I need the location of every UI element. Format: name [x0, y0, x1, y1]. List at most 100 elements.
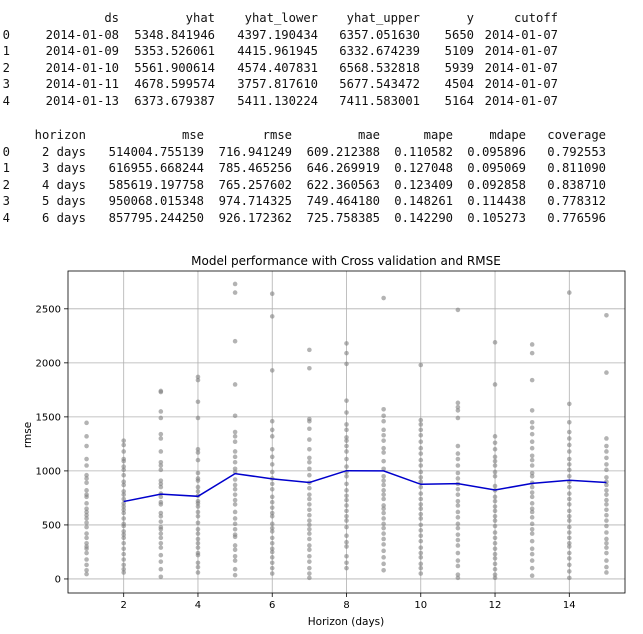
rmse-point — [232, 502, 238, 507]
rmse-point — [381, 516, 386, 521]
table-cell: 0 — [2, 27, 10, 42]
rmse-point — [232, 543, 238, 548]
rmse-point — [195, 513, 201, 519]
rmse-point — [529, 439, 535, 445]
table-cell: 2014-01-13 — [45, 93, 119, 108]
rmse-point — [418, 511, 424, 517]
metrics-table-body: 0 2 days 514004.755139 716.941249 609.212388… — [0, 144, 606, 227]
rmse-point — [381, 555, 386, 560]
rmse-point — [529, 506, 535, 512]
rmse-point — [121, 562, 126, 568]
rmse-point — [121, 472, 126, 478]
rmse-point — [567, 467, 572, 473]
table-cell: 0.838710 — [547, 177, 606, 192]
table-cell: 609.212388 — [306, 144, 380, 159]
rmse-point — [604, 436, 609, 441]
table1-column-header: yhat — [185, 11, 215, 25]
table-row: 2 4 days 585619.197758 765.257602 622.360563… — [0, 177, 606, 194]
rmse-point — [344, 464, 349, 469]
rmse-point — [381, 438, 386, 443]
rmse-point — [158, 526, 164, 532]
rmse-point — [344, 449, 349, 454]
rmse-point — [195, 501, 201, 506]
rmse-point — [381, 407, 386, 412]
table-cell: 2014-01-09 — [45, 44, 119, 58]
rmse-point — [121, 523, 126, 529]
rmse-point — [121, 504, 126, 509]
rmse-point — [269, 505, 275, 510]
rmse-point — [455, 515, 461, 520]
rmse-point — [307, 418, 312, 424]
rmse-point — [158, 459, 164, 465]
rmse-point — [269, 368, 275, 373]
table-cell: 0.095069 — [467, 161, 526, 175]
rmse-point — [344, 410, 349, 415]
mean-rmse-line-path — [123, 469, 607, 503]
rmse-point — [344, 565, 349, 571]
rmse-point — [381, 536, 386, 542]
rmse-point — [84, 531, 89, 536]
rmse-point — [418, 445, 424, 451]
rmse-point — [195, 504, 201, 509]
x-tick-label: 2 — [121, 600, 127, 611]
axis-ticks: 2 4 6 8 10 12 14 0 500 1000 1500 2000 2500 — [36, 304, 576, 611]
rmse-point — [418, 545, 424, 550]
rmse-point — [529, 501, 535, 506]
rmse-point — [195, 520, 201, 526]
table-cell: 2014-01-07 — [484, 77, 558, 91]
rmse-point — [455, 408, 461, 413]
table-cell: 950068.015348 — [108, 194, 204, 208]
rmse-point — [307, 565, 312, 571]
rmse-point — [418, 533, 424, 539]
rmse-point — [529, 377, 535, 383]
rmse-point — [307, 507, 312, 513]
rmse-point — [344, 539, 349, 545]
rmse-point — [381, 521, 386, 527]
rmse-point — [529, 531, 535, 536]
rmse-point — [84, 524, 89, 530]
table-cell: 0.114438 — [467, 194, 526, 208]
rmse-point — [381, 413, 386, 419]
table-cell: 5650 — [444, 27, 474, 42]
rmse-point — [344, 361, 349, 367]
table-cell: 6357.051630 — [339, 27, 420, 42]
rmse-point — [307, 455, 312, 461]
table-row: 4 6 days 857795.244250 926.172362 725.758385… — [0, 210, 606, 227]
rmse-point — [158, 510, 164, 516]
rmse-point — [604, 570, 609, 575]
rmse-point — [492, 575, 498, 581]
table-cell: 5164 — [444, 93, 474, 108]
rmse-point — [344, 398, 349, 403]
rmse-point — [567, 556, 572, 561]
table-cell: 5411.130224 — [237, 93, 318, 108]
rmse-point — [232, 558, 238, 563]
rmse-point — [381, 542, 386, 547]
table-cell: 0.110582 — [394, 144, 453, 159]
rmse-point — [604, 502, 609, 507]
rmse-point — [455, 486, 461, 492]
rmse-point — [344, 497, 349, 503]
table-cell: 6373.679387 — [134, 93, 215, 108]
rmse-point — [84, 463, 89, 468]
rmse-point — [567, 524, 572, 530]
rmse-point — [269, 546, 275, 551]
rmse-point — [418, 496, 424, 502]
rmse-point — [455, 404, 461, 410]
table-cell: 725.758385 — [306, 210, 380, 225]
rmse-point — [418, 502, 424, 507]
rmse-point — [269, 499, 275, 505]
rmse-point — [307, 553, 312, 559]
rmse-point — [84, 516, 89, 521]
rmse-point — [269, 525, 275, 531]
rmse-point — [344, 481, 349, 487]
rmse-point — [381, 482, 386, 488]
y-tick-label: 500 — [42, 520, 61, 531]
table-cell: 0.776596 — [547, 210, 606, 225]
rmse-point — [418, 484, 424, 490]
table-cell: 5939 — [444, 60, 474, 75]
rmse-point — [492, 566, 498, 572]
rmse-point — [307, 571, 312, 576]
table-cell: 5348.841946 — [134, 27, 215, 42]
rmse-point — [232, 434, 238, 439]
rmse-point — [381, 503, 386, 508]
